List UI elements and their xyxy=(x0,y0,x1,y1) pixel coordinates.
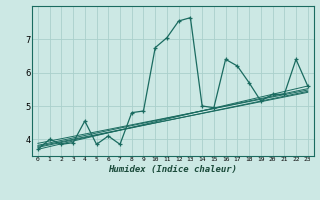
X-axis label: Humidex (Indice chaleur): Humidex (Indice chaleur) xyxy=(108,165,237,174)
